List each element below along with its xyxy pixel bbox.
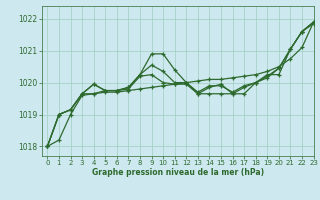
X-axis label: Graphe pression niveau de la mer (hPa): Graphe pression niveau de la mer (hPa) bbox=[92, 168, 264, 177]
